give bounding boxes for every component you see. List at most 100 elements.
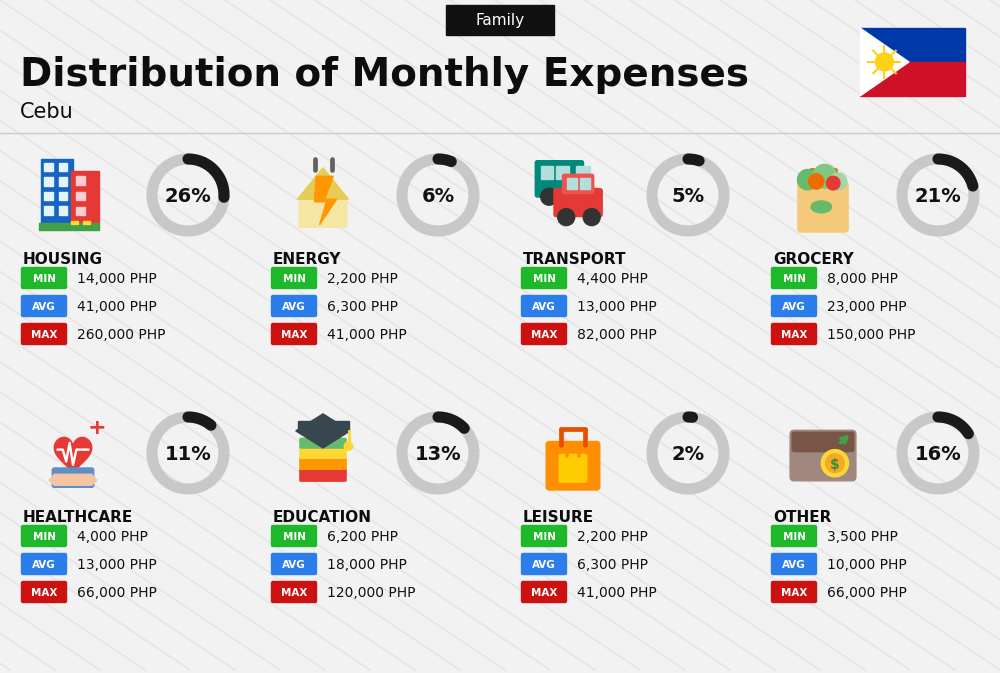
Text: AVG: AVG: [32, 560, 56, 570]
Text: MAX: MAX: [781, 588, 807, 598]
FancyBboxPatch shape: [272, 324, 316, 345]
Circle shape: [813, 164, 837, 188]
Text: 4,400 PHP: 4,400 PHP: [577, 272, 648, 286]
Text: 11%: 11%: [165, 446, 211, 464]
Text: 41,000 PHP: 41,000 PHP: [577, 586, 657, 600]
Text: 16%: 16%: [915, 446, 961, 464]
Text: 41,000 PHP: 41,000 PHP: [327, 328, 407, 342]
FancyBboxPatch shape: [772, 526, 816, 546]
FancyBboxPatch shape: [541, 166, 553, 179]
Polygon shape: [299, 170, 347, 227]
FancyBboxPatch shape: [22, 295, 66, 316]
Circle shape: [344, 442, 353, 450]
Text: MIN: MIN: [782, 532, 806, 542]
FancyBboxPatch shape: [556, 166, 569, 179]
FancyBboxPatch shape: [300, 438, 346, 448]
FancyBboxPatch shape: [792, 432, 854, 452]
FancyBboxPatch shape: [772, 553, 816, 575]
Text: 10,000 PHP: 10,000 PHP: [827, 558, 907, 572]
Text: MIN: MIN: [532, 532, 556, 542]
Text: 150,000 PHP: 150,000 PHP: [827, 328, 916, 342]
FancyBboxPatch shape: [44, 206, 53, 215]
Circle shape: [809, 174, 824, 189]
Circle shape: [826, 454, 844, 472]
Text: 66,000 PHP: 66,000 PHP: [827, 586, 907, 600]
FancyBboxPatch shape: [567, 178, 577, 189]
FancyBboxPatch shape: [446, 5, 554, 35]
Polygon shape: [860, 62, 965, 96]
FancyBboxPatch shape: [522, 581, 566, 602]
FancyBboxPatch shape: [562, 174, 594, 194]
Polygon shape: [49, 474, 97, 485]
Text: MIN: MIN: [32, 274, 56, 284]
Text: HEALTHCARE: HEALTHCARE: [23, 511, 133, 526]
Text: HOUSING: HOUSING: [23, 252, 103, 267]
FancyBboxPatch shape: [22, 553, 66, 575]
FancyBboxPatch shape: [522, 267, 566, 289]
FancyBboxPatch shape: [39, 223, 98, 230]
FancyBboxPatch shape: [535, 161, 584, 197]
Text: 13,000 PHP: 13,000 PHP: [77, 558, 157, 572]
FancyBboxPatch shape: [59, 177, 67, 186]
Text: AVG: AVG: [532, 560, 556, 570]
Text: MIN: MIN: [32, 532, 56, 542]
Text: MIN: MIN: [782, 274, 806, 284]
FancyBboxPatch shape: [22, 267, 66, 289]
FancyBboxPatch shape: [44, 163, 53, 171]
Text: MIN: MIN: [532, 274, 556, 284]
Text: 26%: 26%: [165, 188, 211, 207]
FancyBboxPatch shape: [772, 581, 816, 602]
FancyBboxPatch shape: [559, 454, 587, 482]
FancyBboxPatch shape: [272, 526, 316, 546]
Circle shape: [558, 209, 575, 225]
FancyBboxPatch shape: [576, 166, 590, 183]
Text: EDUCATION: EDUCATION: [273, 511, 372, 526]
FancyBboxPatch shape: [22, 581, 66, 602]
Text: 23,000 PHP: 23,000 PHP: [827, 300, 907, 314]
Text: 6,200 PHP: 6,200 PHP: [327, 530, 398, 544]
Text: MAX: MAX: [31, 588, 57, 598]
FancyBboxPatch shape: [298, 421, 349, 431]
FancyBboxPatch shape: [522, 324, 566, 345]
Text: 120,000 PHP: 120,000 PHP: [327, 586, 416, 600]
Polygon shape: [298, 168, 349, 199]
Text: $: $: [830, 458, 840, 472]
Text: 4,000 PHP: 4,000 PHP: [77, 530, 148, 544]
Text: AVG: AVG: [282, 302, 306, 312]
Polygon shape: [860, 28, 909, 96]
Text: 2,200 PHP: 2,200 PHP: [327, 272, 398, 286]
FancyBboxPatch shape: [44, 177, 53, 186]
FancyBboxPatch shape: [71, 171, 98, 223]
Text: AVG: AVG: [32, 302, 56, 312]
FancyBboxPatch shape: [76, 207, 85, 215]
FancyBboxPatch shape: [522, 553, 566, 575]
Text: MIN: MIN: [283, 532, 306, 542]
Text: 3,500 PHP: 3,500 PHP: [827, 530, 898, 544]
FancyBboxPatch shape: [44, 192, 53, 200]
FancyBboxPatch shape: [59, 192, 67, 200]
Polygon shape: [860, 28, 965, 62]
FancyBboxPatch shape: [272, 267, 316, 289]
Polygon shape: [314, 176, 337, 225]
Text: 6%: 6%: [421, 188, 455, 207]
Text: 8,000 PHP: 8,000 PHP: [827, 272, 898, 286]
FancyBboxPatch shape: [300, 448, 346, 458]
FancyBboxPatch shape: [592, 186, 597, 192]
FancyBboxPatch shape: [300, 458, 346, 469]
Text: AVG: AVG: [782, 302, 806, 312]
Text: MIN: MIN: [283, 274, 306, 284]
FancyBboxPatch shape: [272, 581, 316, 602]
FancyBboxPatch shape: [522, 526, 566, 546]
Text: Family: Family: [475, 13, 525, 28]
FancyBboxPatch shape: [76, 176, 85, 185]
Circle shape: [826, 176, 840, 190]
FancyBboxPatch shape: [59, 163, 67, 171]
Ellipse shape: [811, 201, 832, 213]
Text: AVG: AVG: [782, 560, 806, 570]
Text: MAX: MAX: [281, 330, 307, 340]
FancyBboxPatch shape: [300, 469, 346, 481]
FancyBboxPatch shape: [22, 324, 66, 345]
Text: 41,000 PHP: 41,000 PHP: [77, 300, 157, 314]
Circle shape: [875, 53, 893, 71]
Text: ENERGY: ENERGY: [273, 252, 342, 267]
